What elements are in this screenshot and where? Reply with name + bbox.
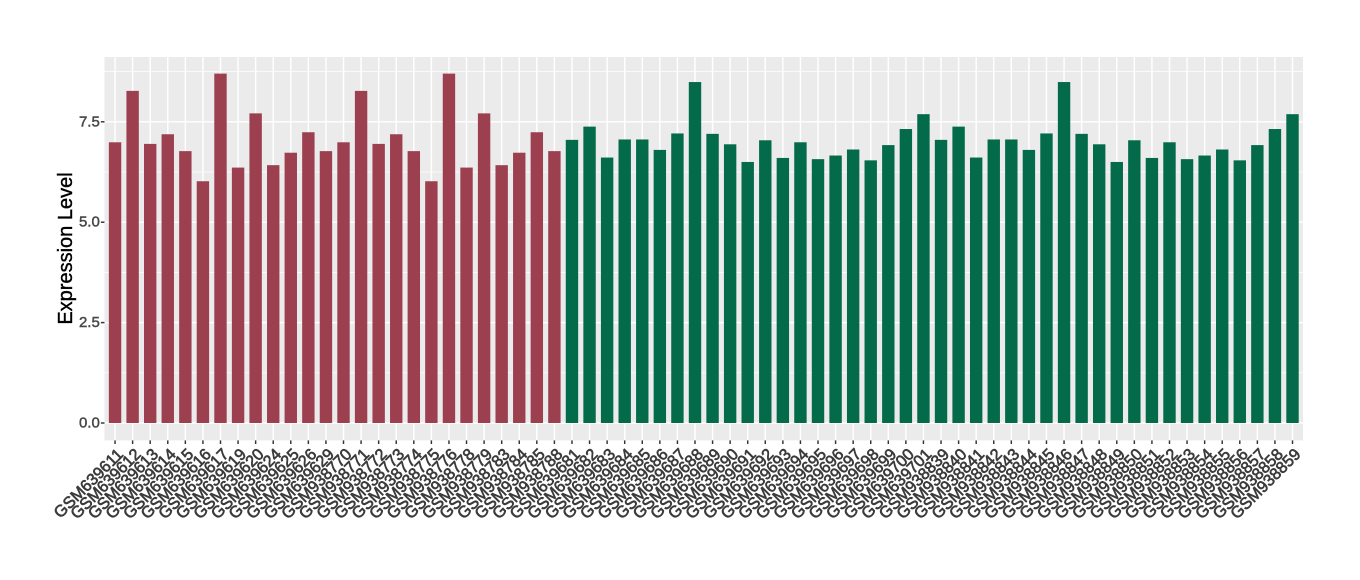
svg-text:5.0: 5.0: [79, 214, 100, 231]
svg-text:7.5: 7.5: [79, 113, 100, 130]
svg-text:Expression Level: Expression Level: [55, 172, 77, 324]
svg-text:0.0: 0.0: [79, 415, 100, 432]
svg-text:2.5: 2.5: [79, 314, 100, 331]
